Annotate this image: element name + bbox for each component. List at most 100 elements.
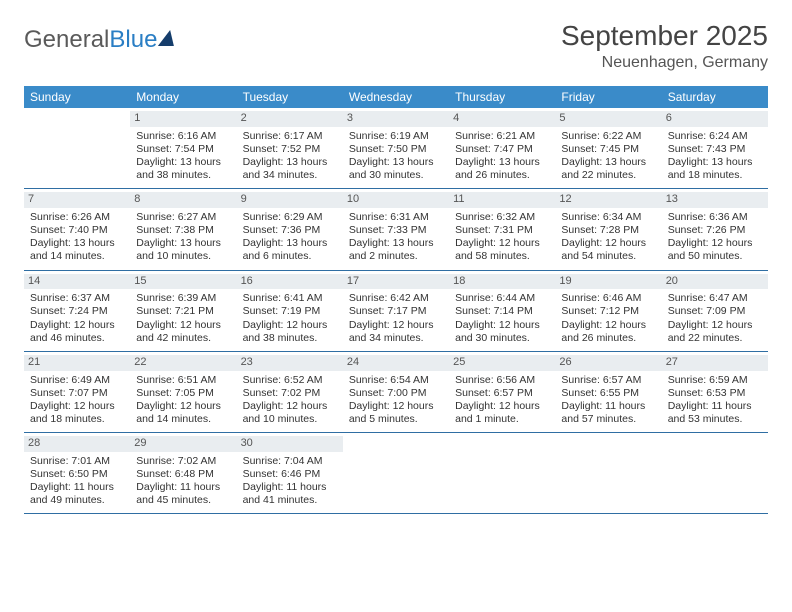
sunset-text: Sunset: 7:17 PM xyxy=(349,305,443,318)
sunrise-text: Sunrise: 6:24 AM xyxy=(668,130,762,143)
daylight2-text: and 18 minutes. xyxy=(30,413,124,426)
daylight1-text: Daylight: 13 hours xyxy=(136,237,230,250)
daylight1-text: Daylight: 11 hours xyxy=(136,481,230,494)
daylight2-text: and 58 minutes. xyxy=(455,250,549,263)
daylight1-text: Daylight: 11 hours xyxy=(30,481,124,494)
day-number: 23 xyxy=(237,355,343,371)
daylight1-text: Daylight: 12 hours xyxy=(455,237,549,250)
day-cell: 17Sunrise: 6:42 AMSunset: 7:17 PMDayligh… xyxy=(343,271,449,351)
dayhead-tue: Tuesday xyxy=(237,86,343,108)
daylight2-text: and 22 minutes. xyxy=(561,169,655,182)
sunset-text: Sunset: 7:12 PM xyxy=(561,305,655,318)
daylight1-text: Daylight: 12 hours xyxy=(136,400,230,413)
day-number: 24 xyxy=(343,355,449,371)
daylight2-text: and 14 minutes. xyxy=(136,413,230,426)
day-number: 26 xyxy=(555,355,661,371)
daylight2-text: and 50 minutes. xyxy=(668,250,762,263)
daylight2-text: and 53 minutes. xyxy=(668,413,762,426)
day-cell: 5Sunrise: 6:22 AMSunset: 7:45 PMDaylight… xyxy=(555,108,661,188)
sunset-text: Sunset: 7:52 PM xyxy=(243,143,337,156)
daylight1-text: Daylight: 11 hours xyxy=(668,400,762,413)
day-cell: 21Sunrise: 6:49 AMSunset: 7:07 PMDayligh… xyxy=(24,352,130,432)
day-number: 19 xyxy=(555,274,661,290)
day-cell: 10Sunrise: 6:31 AMSunset: 7:33 PMDayligh… xyxy=(343,189,449,269)
daylight2-text: and 10 minutes. xyxy=(243,413,337,426)
sunset-text: Sunset: 6:53 PM xyxy=(668,387,762,400)
daylight2-text: and 34 minutes. xyxy=(243,169,337,182)
logo-text-1: General xyxy=(24,26,109,54)
daylight1-text: Daylight: 12 hours xyxy=(561,319,655,332)
day-cell: 13Sunrise: 6:36 AMSunset: 7:26 PMDayligh… xyxy=(662,189,768,269)
daylight1-text: Daylight: 12 hours xyxy=(455,319,549,332)
sunset-text: Sunset: 7:40 PM xyxy=(30,224,124,237)
day-cell: 7Sunrise: 6:26 AMSunset: 7:40 PMDaylight… xyxy=(24,189,130,269)
daylight2-text: and 57 minutes. xyxy=(561,413,655,426)
daylight2-text: and 5 minutes. xyxy=(349,413,443,426)
header: GeneralBlue September 2025 Neuenhagen, G… xyxy=(24,20,768,72)
day-number: 14 xyxy=(24,274,130,290)
sunrise-text: Sunrise: 6:31 AM xyxy=(349,211,443,224)
dayhead-wed: Wednesday xyxy=(343,86,449,108)
daylight1-text: Daylight: 12 hours xyxy=(668,319,762,332)
day-number: 20 xyxy=(662,274,768,290)
dayhead-sun: Sunday xyxy=(24,86,130,108)
sunrise-text: Sunrise: 6:29 AM xyxy=(243,211,337,224)
day-number: 22 xyxy=(130,355,236,371)
daylight2-text: and 26 minutes. xyxy=(561,332,655,345)
day-cell: 9Sunrise: 6:29 AMSunset: 7:36 PMDaylight… xyxy=(237,189,343,269)
day-number: 6 xyxy=(662,111,768,127)
sunrise-text: Sunrise: 6:34 AM xyxy=(561,211,655,224)
day-cell: 3Sunrise: 6:19 AMSunset: 7:50 PMDaylight… xyxy=(343,108,449,188)
day-number: 30 xyxy=(237,436,343,452)
sunset-text: Sunset: 7:33 PM xyxy=(349,224,443,237)
sunset-text: Sunset: 7:38 PM xyxy=(136,224,230,237)
daylight1-text: Daylight: 12 hours xyxy=(243,400,337,413)
sunset-text: Sunset: 7:24 PM xyxy=(30,305,124,318)
dayhead-mon: Monday xyxy=(130,86,236,108)
daylight2-text: and 2 minutes. xyxy=(349,250,443,263)
sunrise-text: Sunrise: 6:16 AM xyxy=(136,130,230,143)
day-cell xyxy=(555,433,661,513)
day-number: 21 xyxy=(24,355,130,371)
daylight2-text: and 38 minutes. xyxy=(243,332,337,345)
day-cell: 24Sunrise: 6:54 AMSunset: 7:00 PMDayligh… xyxy=(343,352,449,432)
sunrise-text: Sunrise: 7:04 AM xyxy=(243,455,337,468)
week-row: 14Sunrise: 6:37 AMSunset: 7:24 PMDayligh… xyxy=(24,271,768,352)
day-number: 18 xyxy=(449,274,555,290)
daylight1-text: Daylight: 12 hours xyxy=(136,319,230,332)
week-row: 21Sunrise: 6:49 AMSunset: 7:07 PMDayligh… xyxy=(24,352,768,433)
day-cell: 15Sunrise: 6:39 AMSunset: 7:21 PMDayligh… xyxy=(130,271,236,351)
sunset-text: Sunset: 7:02 PM xyxy=(243,387,337,400)
sunrise-text: Sunrise: 6:41 AM xyxy=(243,292,337,305)
daylight1-text: Daylight: 13 hours xyxy=(30,237,124,250)
daylight2-text: and 54 minutes. xyxy=(561,250,655,263)
day-cell: 23Sunrise: 6:52 AMSunset: 7:02 PMDayligh… xyxy=(237,352,343,432)
sunrise-text: Sunrise: 6:46 AM xyxy=(561,292,655,305)
day-cell xyxy=(449,433,555,513)
daylight1-text: Daylight: 12 hours xyxy=(455,400,549,413)
day-number: 4 xyxy=(449,111,555,127)
daylight1-text: Daylight: 13 hours xyxy=(243,156,337,169)
daylight1-text: Daylight: 11 hours xyxy=(561,400,655,413)
daylight1-text: Daylight: 13 hours xyxy=(349,156,443,169)
day-number: 8 xyxy=(130,192,236,208)
day-cell: 29Sunrise: 7:02 AMSunset: 6:48 PMDayligh… xyxy=(130,433,236,513)
daylight1-text: Daylight: 13 hours xyxy=(136,156,230,169)
day-cell: 20Sunrise: 6:47 AMSunset: 7:09 PMDayligh… xyxy=(662,271,768,351)
day-cell: 2Sunrise: 6:17 AMSunset: 7:52 PMDaylight… xyxy=(237,108,343,188)
day-cell xyxy=(343,433,449,513)
day-cell: 26Sunrise: 6:57 AMSunset: 6:55 PMDayligh… xyxy=(555,352,661,432)
daylight1-text: Daylight: 12 hours xyxy=(30,319,124,332)
day-number: 27 xyxy=(662,355,768,371)
daylight1-text: Daylight: 13 hours xyxy=(243,237,337,250)
dayhead-thu: Thursday xyxy=(449,86,555,108)
day-cell: 1Sunrise: 6:16 AMSunset: 7:54 PMDaylight… xyxy=(130,108,236,188)
sunrise-text: Sunrise: 6:54 AM xyxy=(349,374,443,387)
week-row: 1Sunrise: 6:16 AMSunset: 7:54 PMDaylight… xyxy=(24,108,768,189)
sunset-text: Sunset: 7:43 PM xyxy=(668,143,762,156)
sunrise-text: Sunrise: 6:22 AM xyxy=(561,130,655,143)
day-number: 3 xyxy=(343,111,449,127)
dayhead-sat: Saturday xyxy=(662,86,768,108)
logo: GeneralBlue xyxy=(24,20,175,54)
day-cell: 16Sunrise: 6:41 AMSunset: 7:19 PMDayligh… xyxy=(237,271,343,351)
